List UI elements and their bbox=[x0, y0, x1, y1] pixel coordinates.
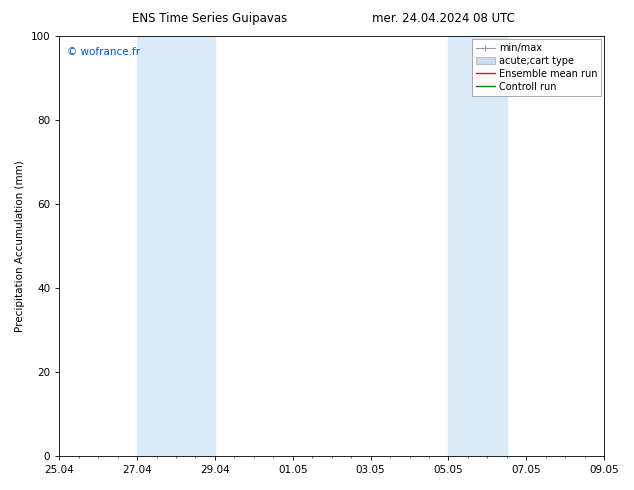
Text: ENS Time Series Guipavas: ENS Time Series Guipavas bbox=[132, 12, 287, 25]
Bar bbox=[137, 36, 215, 456]
Text: mer. 24.04.2024 08 UTC: mer. 24.04.2024 08 UTC bbox=[372, 12, 515, 25]
Text: © wofrance.fr: © wofrance.fr bbox=[67, 47, 141, 57]
Legend: min/max, acute;cart type, Ensemble mean run, Controll run: min/max, acute;cart type, Ensemble mean … bbox=[472, 39, 601, 96]
Bar bbox=[448, 36, 507, 456]
Y-axis label: Precipitation Accumulation (mm): Precipitation Accumulation (mm) bbox=[15, 160, 25, 332]
